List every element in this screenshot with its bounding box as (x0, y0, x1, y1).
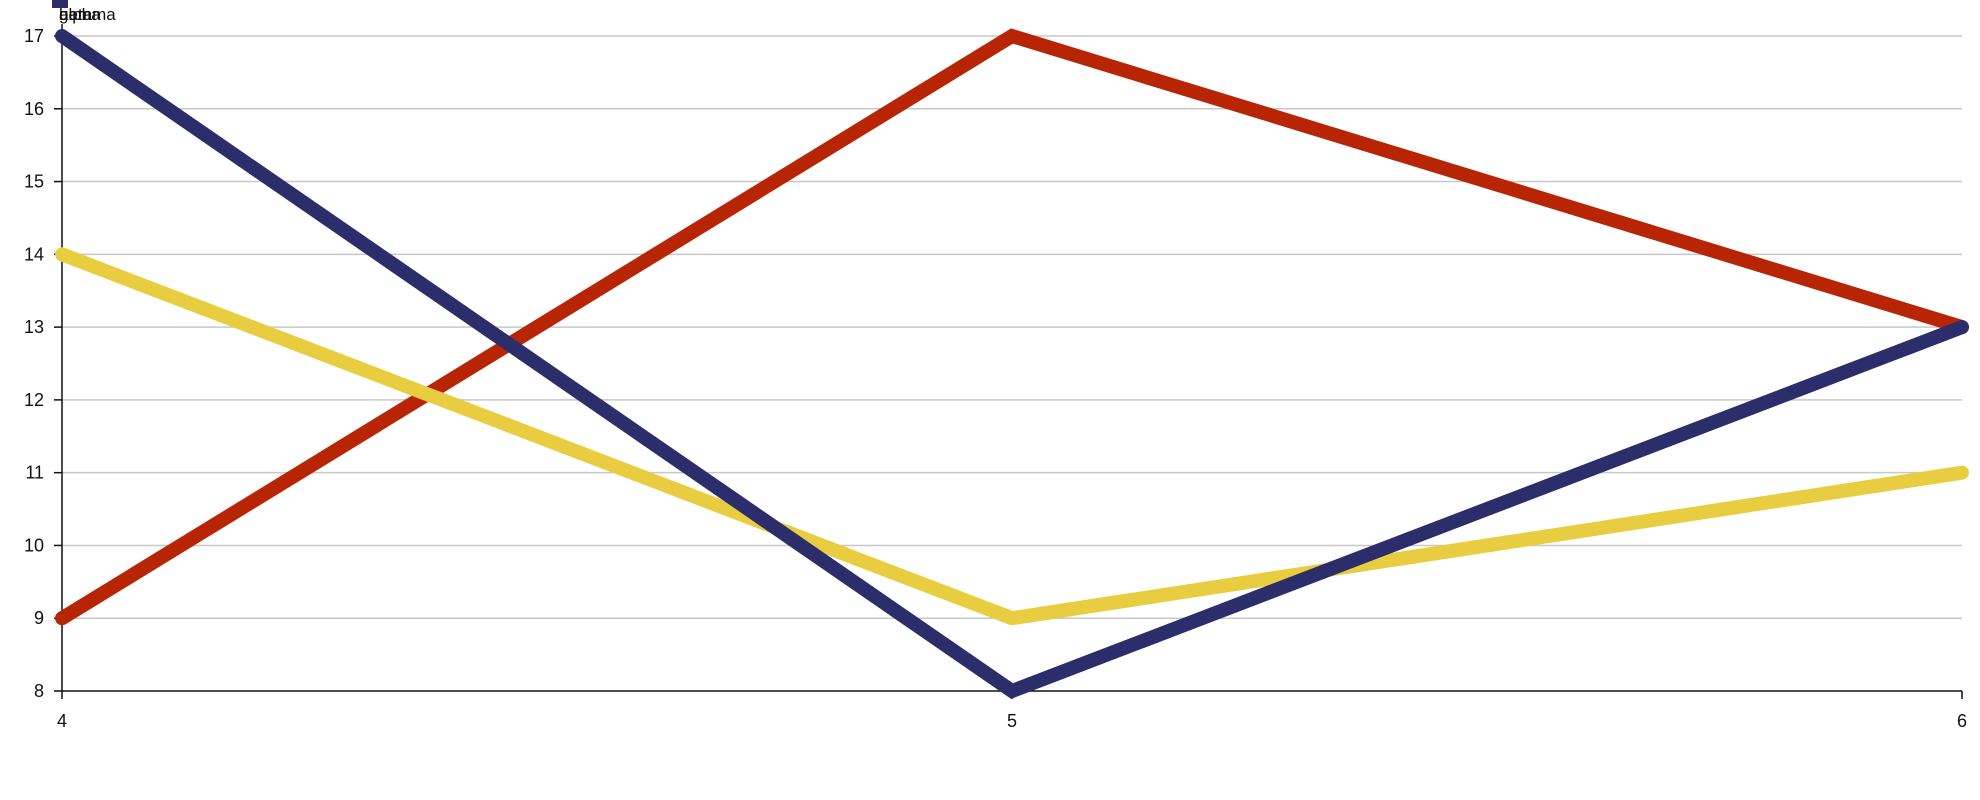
axis-layer: 8 9 10 11 12 13 14 15 16 17 4 5 6 (24, 24, 1967, 731)
y-tick-label: 14 (24, 244, 44, 264)
y-tick-label: 12 (24, 390, 44, 410)
legend-label-alpha: alpha (59, 5, 101, 24)
series-line-beta (55, 29, 1969, 699)
y-tick-label: 11 (25, 463, 44, 483)
y-tick-label: 16 (24, 99, 44, 119)
series-line-gamma (55, 247, 1969, 626)
y-tick-label: 13 (24, 317, 44, 337)
y-tick-label: 10 (24, 535, 44, 555)
y-tick-label: 15 (24, 172, 44, 192)
series-layer (55, 28, 1969, 699)
y-tick-label: 17 (24, 26, 44, 46)
grid-layer (62, 35, 1962, 619)
y-tick-label: 9 (34, 608, 44, 628)
series-line-alpha (55, 28, 1969, 626)
x-tick-label: 4 (57, 711, 67, 731)
x-tick-label: 6 (1957, 711, 1967, 731)
legend-label-beta: beta (59, 5, 93, 24)
y-tick-label: 8 (34, 681, 44, 701)
x-tick-label: 5 (1007, 711, 1017, 731)
legend-label-gamma: gamma (59, 5, 116, 24)
legend-swatch-beta (52, 0, 68, 8)
